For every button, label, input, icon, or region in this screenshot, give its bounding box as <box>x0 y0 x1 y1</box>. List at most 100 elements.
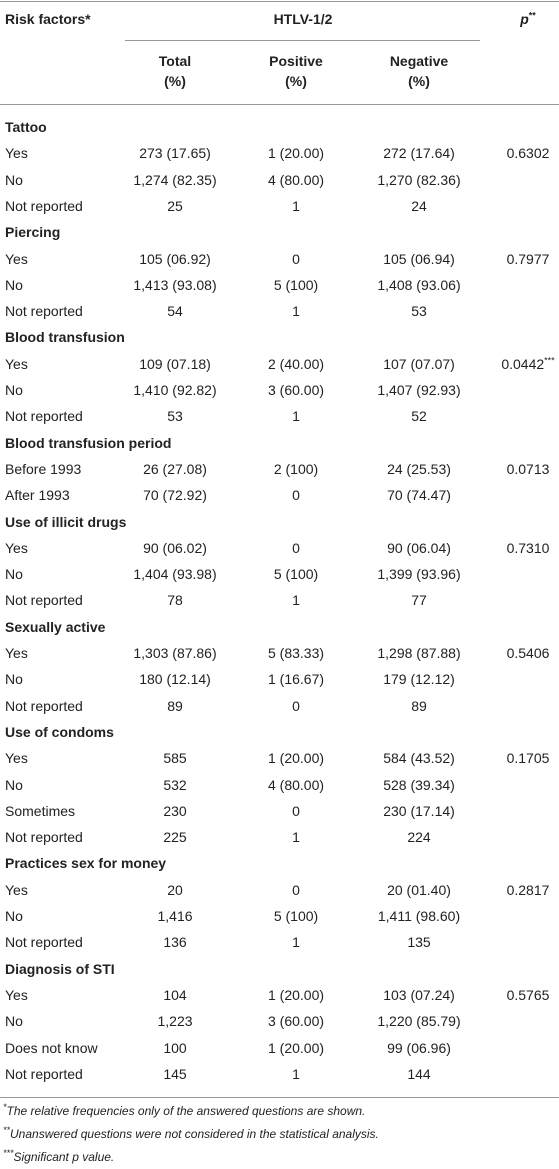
cell: 0 <box>292 539 300 556</box>
row-label: Sometimes <box>5 802 76 819</box>
cell: 1,274 (82.35) <box>133 171 217 188</box>
cell: 20 (01.40) <box>387 881 451 898</box>
p-text: 0.0442 <box>501 355 545 372</box>
rule <box>0 104 559 105</box>
cell: 136 <box>163 934 187 951</box>
cell: 89 <box>167 697 183 714</box>
p-text: 0.0713 <box>506 460 550 477</box>
row-label: No <box>5 776 23 793</box>
footnote-mark: ** <box>3 1125 11 1135</box>
cell: 1,404 (93.98) <box>133 566 217 583</box>
cell: 24 (25.53) <box>387 460 451 477</box>
cell: 70 (72.92) <box>143 487 207 504</box>
p-text: 0.7977 <box>506 250 550 267</box>
row-label: Yes <box>5 750 28 767</box>
cell: 584 (43.52) <box>383 750 455 767</box>
cell: 1 <box>292 408 300 425</box>
column-header: (%) <box>164 73 186 89</box>
cell: 1 <box>292 829 300 846</box>
rule <box>125 40 480 41</box>
p-value: 0.5765 <box>507 986 550 1004</box>
cell: 90 (06.02) <box>143 539 207 556</box>
p-mark: *** <box>544 355 555 366</box>
row-label: No <box>5 908 23 924</box>
row-label: No <box>5 171 23 188</box>
cell: 1,303 (87.86) <box>133 645 217 661</box>
row-label: Yes <box>5 645 28 661</box>
cell: 1 (20.00) <box>267 145 325 162</box>
cell: 1,410 (92.82) <box>133 382 217 398</box>
row-label: Not reported <box>5 697 83 714</box>
cell: 224 <box>407 829 431 846</box>
cell: 70 (74.47) <box>387 487 451 504</box>
p-text: 0.5406 <box>506 645 550 661</box>
cell: 104 <box>163 986 187 1003</box>
cell: 179 (12.12) <box>383 671 455 688</box>
cell: 230 <box>163 802 187 819</box>
header-p: p** <box>520 10 536 28</box>
row-label: Yes <box>5 145 28 162</box>
cell: 0 <box>292 487 300 504</box>
cell: 105 (06.92) <box>139 250 211 267</box>
section-title: Piercing <box>5 224 61 241</box>
cell: 4 (80.00) <box>267 171 325 188</box>
cell: 2 (100) <box>273 460 319 477</box>
p-text: p <box>520 11 529 27</box>
cell: 1,416 <box>157 908 193 924</box>
p-value: 0.7310 <box>507 539 550 557</box>
cell: 1,407 (92.93) <box>377 382 461 398</box>
cell: 99 (06.96) <box>387 1039 451 1056</box>
section-title: Diagnosis of STI <box>5 960 115 977</box>
cell: 25 <box>167 197 183 214</box>
section-title: Blood transfusion <box>5 329 125 346</box>
row-label: Not reported <box>5 1065 83 1082</box>
column-header: (%) <box>408 73 430 89</box>
cell: 5 (83.33) <box>267 645 325 661</box>
cell: 1,220 (85.79) <box>377 1013 461 1030</box>
row-label: After 1993 <box>5 487 70 504</box>
cell: 1 (20.00) <box>267 986 325 1003</box>
footnote: ***Significant p value. <box>3 1148 114 1166</box>
row-label: Before 1993 <box>5 460 82 477</box>
cell: 90 (06.04) <box>387 539 451 556</box>
header-label: Risk factors* <box>5 11 91 27</box>
row-label: Yes <box>5 881 28 898</box>
cell: 2 (40.00) <box>267 355 325 372</box>
cell: 53 <box>167 408 183 425</box>
cell: 230 (17.14) <box>383 802 455 819</box>
rule <box>0 1 559 2</box>
cell: 1,298 (87.88) <box>377 645 461 661</box>
row-label: Yes <box>5 355 28 372</box>
cell: 1,223 <box>157 1013 193 1030</box>
p-value: 0.5406 <box>507 644 550 662</box>
cell: 77 <box>411 592 427 609</box>
footnote-mark: *** <box>3 1148 14 1158</box>
cell: 144 <box>407 1065 431 1082</box>
cell: 54 <box>167 303 183 320</box>
cell: 225 <box>163 829 187 846</box>
p-value: 0.1705 <box>507 749 550 767</box>
cell: 5 (100) <box>273 908 319 924</box>
row-label: Yes <box>5 986 28 1003</box>
column-header: (%) <box>285 73 307 89</box>
cell: 1 (16.67) <box>267 671 325 688</box>
cell: 1 <box>292 1065 300 1082</box>
p-text: 0.2817 <box>506 881 550 898</box>
cell: 26 (27.08) <box>143 460 207 477</box>
cell: 528 (39.34) <box>383 776 455 793</box>
section-title: Sexually active <box>5 618 106 635</box>
cell: 1,411 (98.60) <box>377 908 461 924</box>
column-header: Negative <box>389 53 449 69</box>
footnote-text: Significant p value. <box>13 1150 115 1164</box>
cell: 273 (17.65) <box>139 145 211 162</box>
footnote-text: Unanswered questions were not considered… <box>10 1127 379 1141</box>
section-title: Practices sex for money <box>5 855 167 872</box>
cell: 532 <box>163 776 187 793</box>
cell: 89 <box>411 697 427 714</box>
cell: 24 <box>411 197 427 214</box>
p-text: 0.1705 <box>506 750 550 767</box>
cell: 0 <box>292 802 300 819</box>
p-text: 0.5765 <box>506 986 550 1003</box>
